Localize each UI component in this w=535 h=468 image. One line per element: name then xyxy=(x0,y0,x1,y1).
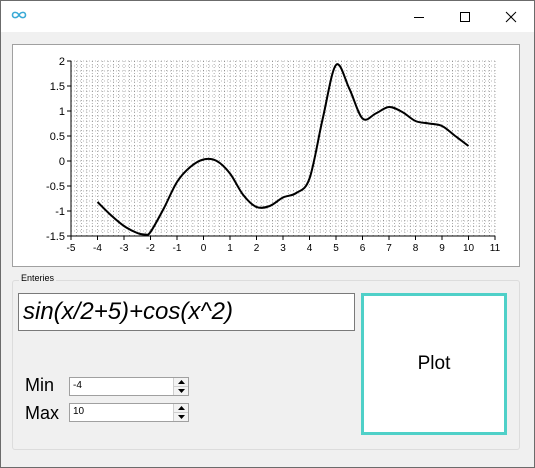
caret-down-icon xyxy=(177,415,185,419)
x-tick-label: -2 xyxy=(146,243,155,254)
chart-panel: -5 -4 -3 -2 -1 0 1 2 3 4 5 6 7 8 9 10 11 -1.5 -1 -0.5 0 0.5 1 1… xyxy=(12,44,520,267)
x-tick-label: -1 xyxy=(173,243,182,254)
x-tick-label: -4 xyxy=(93,243,102,254)
min-stepper-buttons xyxy=(173,378,188,395)
y-tick-label: -1.5 xyxy=(46,231,65,243)
maximize-button[interactable] xyxy=(442,1,488,32)
x-tick-label: 2 xyxy=(254,243,260,254)
caret-up-icon xyxy=(177,406,185,410)
minimize-icon xyxy=(414,16,424,18)
x-tick-label: 3 xyxy=(280,243,286,254)
y-tick-label: -0.5 xyxy=(46,181,65,193)
max-stepper[interactable]: 10 xyxy=(69,403,189,422)
x-tick-label: 9 xyxy=(439,243,445,254)
max-up-button[interactable] xyxy=(174,404,188,413)
min-down-button[interactable] xyxy=(174,387,188,395)
x-tick-label: 8 xyxy=(413,243,419,254)
line-chart: -5 -4 -3 -2 -1 0 1 2 3 4 5 6 7 8 9 10 11 -1.5 -1 -0.5 0 0.5 1 1… xyxy=(46,56,501,254)
caret-up-icon xyxy=(177,380,185,384)
entries-groupbox xyxy=(12,280,520,450)
y-tick-label: 2 xyxy=(59,56,65,68)
x-tick-label: 10 xyxy=(463,243,475,254)
expression-input[interactable] xyxy=(18,293,355,331)
y-tick-label: 0.5 xyxy=(50,131,65,143)
title-bar[interactable] xyxy=(1,1,534,32)
maximize-icon xyxy=(460,11,470,22)
entries-group-label: Enteries xyxy=(19,273,57,283)
plot-button[interactable]: Plot xyxy=(361,293,507,435)
x-tick-label: 4 xyxy=(307,243,313,254)
max-value[interactable]: 10 xyxy=(73,406,85,417)
x-tick-label: 6 xyxy=(360,243,366,254)
max-stepper-buttons xyxy=(173,404,188,421)
minimize-button[interactable] xyxy=(396,1,442,32)
x-tick-label: 7 xyxy=(386,243,392,254)
x-tick-label: 1 xyxy=(227,243,233,254)
series-line xyxy=(96,63,470,236)
close-icon xyxy=(505,11,517,22)
close-button[interactable] xyxy=(488,1,534,32)
min-up-button[interactable] xyxy=(174,378,188,387)
x-tick-label: -3 xyxy=(120,243,129,254)
x-tick-label: 0 xyxy=(201,243,207,254)
y-tick-label: -1 xyxy=(55,206,65,218)
infinity-icon xyxy=(10,8,28,22)
min-value[interactable]: -4 xyxy=(73,380,82,391)
x-tick-label: 5 xyxy=(333,243,339,254)
x-tick-label: 11 xyxy=(490,243,501,254)
y-tick-label: 1.5 xyxy=(50,81,65,93)
max-down-button[interactable] xyxy=(174,413,188,421)
y-tick-label: 0 xyxy=(59,156,65,168)
x-tick-label: -5 xyxy=(67,243,76,254)
y-tick-label: 1 xyxy=(59,106,65,118)
max-label: Max xyxy=(25,403,60,423)
caret-down-icon xyxy=(177,389,185,393)
min-label: Min xyxy=(25,375,55,395)
min-stepper[interactable]: -4 xyxy=(69,377,189,396)
